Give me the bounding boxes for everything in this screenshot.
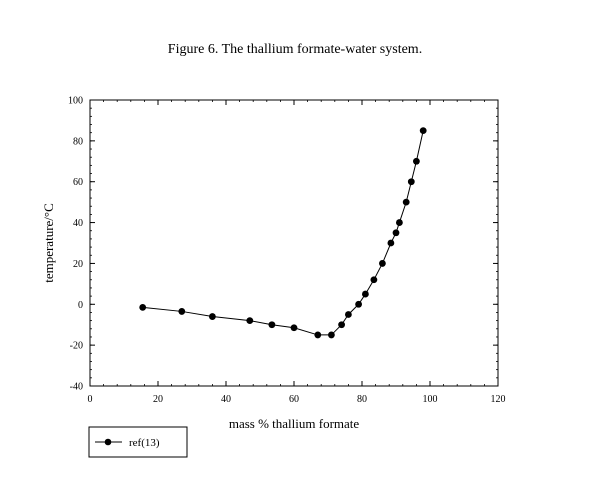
y-tick-label: 40: [73, 218, 83, 229]
data-point: [139, 303, 147, 311]
y-tick-label: 20: [73, 259, 83, 270]
x-tick-label: 20: [153, 394, 163, 405]
y-tick-label: -40: [70, 382, 83, 393]
data-point: [387, 239, 395, 247]
x-tick-label: 60: [289, 394, 299, 405]
data-point: [345, 311, 352, 318]
y-tick-label: 80: [73, 136, 83, 147]
legend-box: [88, 426, 188, 458]
minor-ticks: [89, 99, 499, 387]
major-ticks: [89, 99, 499, 387]
plot-area-frame: [89, 99, 499, 387]
chart-title: Figure 6. The thallium formate-water sys…: [168, 42, 422, 57]
series-layer: [139, 127, 427, 339]
y-tick-label: 0: [78, 300, 83, 311]
y-tick-label: 100: [68, 96, 83, 107]
x-tick-label: 0: [88, 394, 93, 405]
y-tick-labels: -40 -20 0 20 40 60 80 100: [68, 96, 83, 393]
y-tick-label: 60: [73, 177, 83, 188]
data-point: [246, 317, 254, 325]
data-point: [209, 313, 216, 320]
y-axis-label: temperature/°C: [41, 203, 56, 283]
series-line: [142, 130, 424, 336]
data-point: [268, 321, 276, 329]
legend-marker-sample: [104, 438, 112, 446]
x-tick-label: 80: [357, 394, 367, 405]
data-point: [178, 308, 186, 315]
data-point: [379, 260, 386, 267]
x-axis-label: mass % thallium formate: [229, 416, 360, 431]
data-point: [402, 198, 410, 206]
x-tick-label: 40: [221, 394, 231, 405]
x-tick-label: 120: [491, 394, 506, 405]
x-tick-labels: 0 20 40 60 80 100 120: [88, 394, 506, 405]
data-point: [314, 331, 322, 339]
data-point: [392, 229, 400, 237]
legend: ref(13): [88, 426, 188, 458]
data-point: [407, 178, 415, 186]
y-tick-label: -20: [70, 341, 83, 352]
data-point: [413, 157, 420, 165]
data-point: [370, 276, 378, 284]
x-tick-label: 100: [423, 394, 438, 405]
data-point: [419, 127, 427, 135]
data-point: [362, 290, 369, 298]
data-point: [338, 321, 345, 329]
data-point: [328, 331, 335, 339]
data-point: [290, 324, 298, 332]
data-point: [396, 219, 403, 226]
legend-label: ref(13): [129, 437, 160, 449]
data-point: [355, 300, 362, 308]
